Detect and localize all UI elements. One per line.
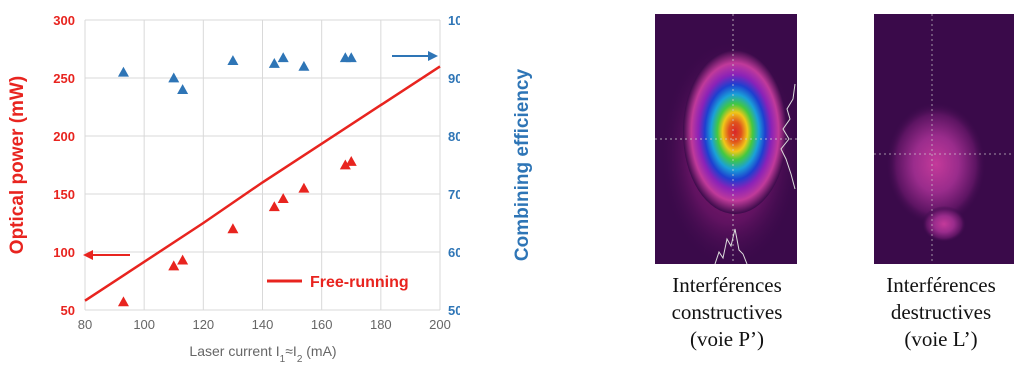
x-axis-ticks: 80 100 120 140 160 180 200 (78, 317, 451, 332)
left-axis-ticks: 50 100 150 200 250 300 (53, 13, 75, 318)
y-tick-label: 300 (53, 13, 75, 28)
power-point (339, 159, 351, 170)
right-axis-ticks: 50% 60% 70% 80% 90% 100% (448, 13, 460, 318)
y2-tick-label: 90% (448, 71, 460, 86)
x-tick-label: 180 (370, 317, 392, 332)
x-tick-label: 200 (429, 317, 451, 332)
y2-tick-label: 100% (448, 13, 460, 28)
power-point (117, 296, 129, 307)
y-axis-label: Optical power (mW) (7, 76, 28, 254)
series-layer (84, 52, 441, 307)
efficiency-point (277, 52, 289, 63)
power-point (177, 254, 189, 265)
power-point (227, 223, 239, 234)
efficiency-point (227, 55, 239, 65)
destructive-caption: Interférences destructives (voie L’) (868, 272, 1014, 353)
y2-axis-label-text: Combining efficiency (512, 69, 533, 262)
y-tick-label: 200 (53, 129, 75, 144)
power-point (277, 193, 289, 204)
efficiency-point (177, 84, 189, 94)
chart-grid (84, 19, 441, 311)
free-running-line (84, 65, 441, 302)
power-point (168, 260, 180, 271)
efficiency-point (345, 52, 357, 63)
power-point (345, 156, 357, 166)
y2-tick-label: 60% (448, 245, 460, 260)
destructive-caption-line-2: destructives (890, 300, 992, 324)
efficiency-point (268, 58, 280, 68)
efficiency-point (168, 72, 180, 83)
combining-chart: 50 100 150 200 250 300 50% 60% 70% 80% 90% 100% 80… (7, 13, 460, 365)
y2-axis-label-holder: Combining efficiency (512, 69, 533, 262)
destructive-beam-image (874, 14, 1014, 264)
y2-tick-label: 70% (448, 187, 460, 202)
x-tick-label: 80 (78, 317, 92, 332)
y-tick-label: 100 (53, 245, 75, 260)
x-tick-label: 160 (311, 317, 333, 332)
power-point (268, 201, 280, 212)
constructive-caption-line-3: (voie P’) (689, 327, 765, 351)
y-tick-label: 250 (53, 71, 75, 86)
constructive-beam-image (655, 14, 797, 264)
constructive-caption-line-2: constructives (671, 300, 783, 324)
left-axis-arrow (83, 250, 130, 260)
constructive-beam-svg (655, 14, 797, 264)
x-axis-label: Laser current I1≈I2 (mA) (189, 343, 336, 365)
y-tick-label: 150 (53, 187, 75, 202)
constructive-caption-line-1: Interférences (672, 273, 782, 297)
right-axis-arrow (392, 51, 438, 61)
destructive-caption-line-3: (voie L’) (904, 327, 978, 351)
y2-tick-label: 50% (448, 303, 460, 318)
legend-label-free-running: Free-running (310, 274, 409, 291)
x-tick-label: 100 (133, 317, 155, 332)
x-tick-label: 120 (192, 317, 214, 332)
constructive-caption: Interférences constructives (voie P’) (640, 272, 814, 353)
y-tick-label: 50 (61, 303, 75, 318)
efficiency-point (117, 66, 129, 77)
y2-tick-label: 80% (448, 129, 460, 144)
efficiency-point (298, 60, 310, 71)
legend: Free-running (267, 274, 409, 291)
x-tick-label: 140 (252, 317, 274, 332)
power-point (298, 182, 310, 193)
destructive-caption-line-1: Interférences (886, 273, 996, 297)
destructive-beam-svg (874, 14, 1014, 264)
